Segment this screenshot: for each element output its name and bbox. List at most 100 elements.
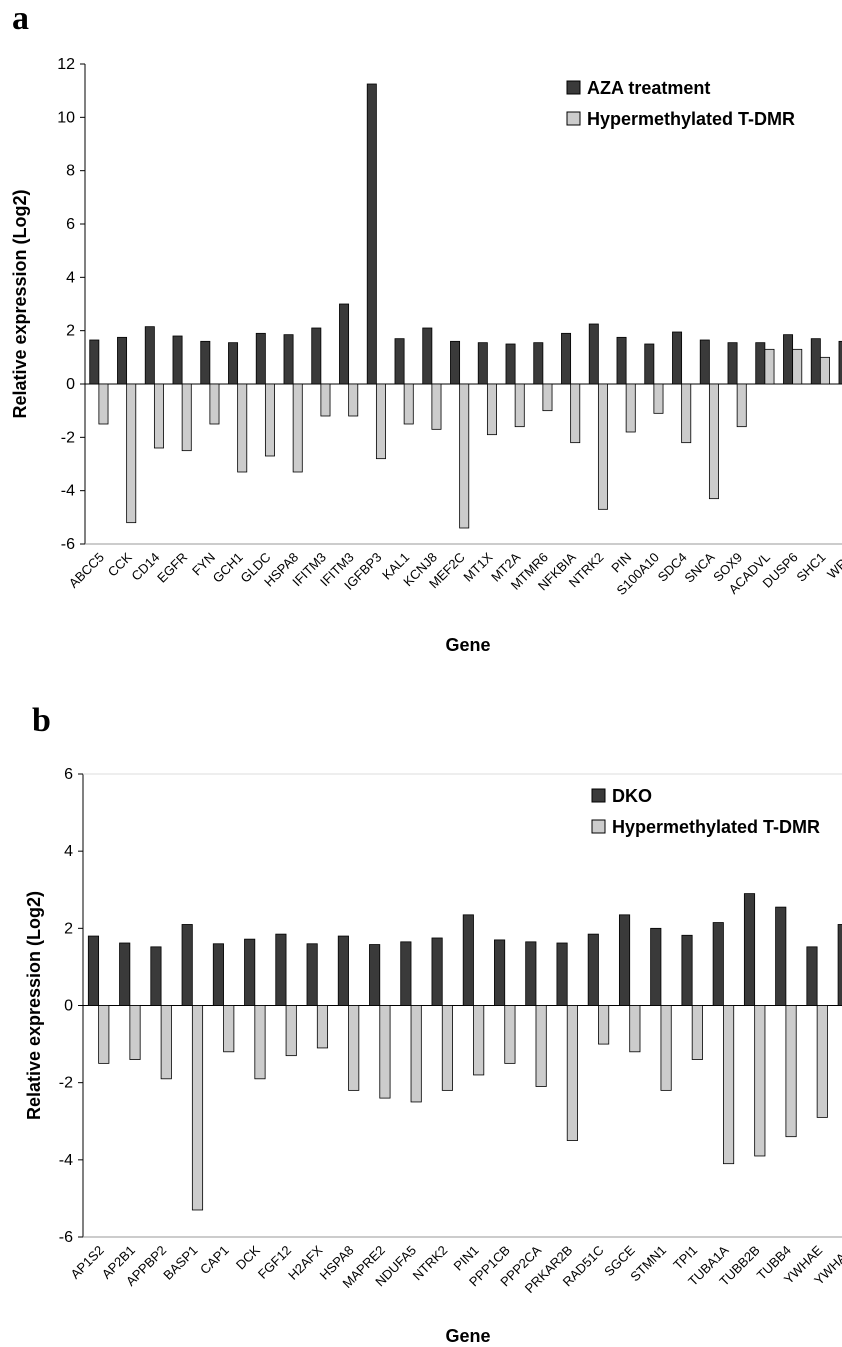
bar-series1-tubb2b (743, 893, 756, 1006)
bar-series1-acadvl (755, 342, 766, 385)
legend-swatch (566, 111, 581, 126)
bar-series1-cck (117, 336, 128, 385)
bar-series1-prkar2b (556, 942, 568, 1006)
bar-series2-ndufa5 (410, 1005, 422, 1103)
x-tick-label: SHC1 (793, 550, 828, 585)
bar-series1-nfkbia (561, 332, 572, 385)
y-tick-label: 4 (64, 843, 73, 860)
x-axis-title: Gene (445, 635, 490, 655)
x-tick-label: ABCC5 (66, 550, 107, 591)
bar-series1-mef2c (450, 340, 461, 385)
y-tick-label: 2 (64, 920, 73, 937)
y-tick-label: 6 (66, 216, 75, 233)
bar-series1-sdc4 (672, 331, 683, 385)
legend-label: Hypermethylated T-DMR (612, 817, 820, 837)
y-tick-label: 4 (66, 269, 75, 286)
bar-series2-igfbp3 (375, 383, 386, 460)
bar-series2-ppp2ca (535, 1005, 547, 1087)
bar-series1-h2afx (306, 943, 318, 1006)
bar-series1-dck (244, 938, 256, 1006)
bar-series2-abcc5 (98, 383, 109, 425)
bar-series1-ndufa5 (400, 941, 412, 1006)
bar-series1-cap1 (212, 943, 224, 1006)
bar-series2-rad51c (598, 1005, 610, 1045)
bar-series2-s100a10 (653, 383, 664, 414)
bar-series1-hspa8 (283, 334, 294, 385)
x-tick-label: BASP1 (160, 1243, 200, 1283)
bar-series1-wrb (838, 340, 842, 385)
bar-series2-shc1 (819, 356, 830, 385)
bar-series1-tubb4 (775, 906, 787, 1006)
bar-series1-kal1 (394, 338, 405, 385)
x-tick-label: CAP1 (197, 1243, 232, 1278)
bar-series1-mt1x (477, 342, 488, 385)
bar-series1-fgf12 (275, 933, 287, 1006)
bar-series1-ntrk2 (588, 323, 599, 385)
bar-series2-sgce (629, 1005, 641, 1053)
y-tick-label: -4 (61, 483, 75, 500)
bar-series1-ap1s2 (87, 935, 100, 1006)
bar-series1-cd14 (144, 326, 155, 385)
bar-series2-kcnj8 (431, 383, 442, 430)
bar-series2-ppp1cb (504, 1005, 516, 1064)
y-tick-label: 12 (57, 56, 75, 73)
x-tick-label: SNCA (681, 549, 717, 585)
x-tick-label: STMN1 (627, 1243, 669, 1285)
x-tick-label: NTRK2 (410, 1243, 451, 1284)
bar-series2-ywhae (816, 1005, 828, 1118)
panel-label-a: a (12, 0, 29, 37)
bar-series1-pin1 (462, 914, 474, 1006)
y-tick-label: 0 (66, 376, 75, 393)
y-axis-title: Relative expression (Log2) (24, 891, 44, 1120)
chart-panel-b: b -6 -4 -2 0 2 4 6 AP1S2 AP2B1 APPBP2 BASP1 CAP1 DCK… (0, 690, 842, 1347)
legend-label: AZA treatment (587, 78, 710, 98)
y-tick-label: 6 (64, 766, 73, 783)
bar-series1-snca (699, 339, 710, 385)
bar-series1-pin (616, 336, 627, 385)
bar-series1-abcc5 (89, 339, 100, 385)
bar-series1-basp1 (181, 924, 193, 1006)
bar-series1-ppp1cb (494, 939, 506, 1006)
bar-series1-sox9 (727, 342, 738, 385)
bar-series2-hspa8 (348, 1005, 360, 1091)
bar-series2-mef2c (459, 383, 470, 529)
bar-series2-cap1 (223, 1005, 235, 1053)
chart-panel-a: a -6 -4 -2 0 2 4 6 8 10 12 ABCC5 CCK CD14 EGFR FYN GCH1… (0, 0, 842, 660)
bar-series1-egfr (172, 335, 183, 385)
bar-chart-a: -6-4-2024681012ABCC5CCKCD14EGFRFYNGCH1GL… (10, 56, 842, 655)
bar-series2-tubb2b (754, 1005, 766, 1157)
y-tick-label: 8 (66, 163, 75, 180)
bar-series2-fyn (209, 383, 220, 425)
y-tick-label: 0 (64, 998, 73, 1015)
x-tick-label: GCH1 (210, 550, 246, 586)
bar-series1-ppp2ca (525, 941, 537, 1006)
bar-series1-gldc (255, 332, 266, 385)
y-tick-label: -6 (61, 536, 75, 553)
bar-series1-stmn1 (650, 927, 662, 1006)
bar-series2-pin1 (473, 1005, 485, 1076)
bar-series1-tpi1 (681, 934, 693, 1006)
legend-swatch (566, 80, 581, 95)
bar-series1-mapre2 (369, 944, 381, 1006)
bar-series2-fgf12 (285, 1005, 297, 1057)
bar-series1-mt2a (505, 343, 516, 385)
bar-series2-ntrk2 (597, 383, 608, 510)
bar-series1-rad51c (587, 933, 599, 1006)
bar-series1-mtmr6 (533, 342, 544, 385)
bar-series2-tpi1 (691, 1005, 703, 1060)
bar-series2-snca (708, 383, 719, 500)
bar-series2-sox9 (736, 383, 747, 428)
x-tick-label: MT1X (460, 549, 495, 584)
bar-series2-acadvl (764, 348, 775, 385)
x-tick-label: H2AFX (285, 1242, 325, 1282)
y-axis-title: Relative expression (Log2) (10, 189, 30, 418)
bar-series2-mtmr6 (542, 383, 553, 412)
bar-series1-appbp2 (150, 946, 162, 1006)
bar-series2-nfkbia (570, 383, 581, 444)
bar-series2-tuba1a (723, 1005, 735, 1165)
bar-series2-mapre2 (379, 1005, 391, 1099)
bar-series2-pin (625, 383, 636, 433)
bar-series2-mt1x (486, 383, 497, 436)
legend-swatch (591, 819, 606, 834)
